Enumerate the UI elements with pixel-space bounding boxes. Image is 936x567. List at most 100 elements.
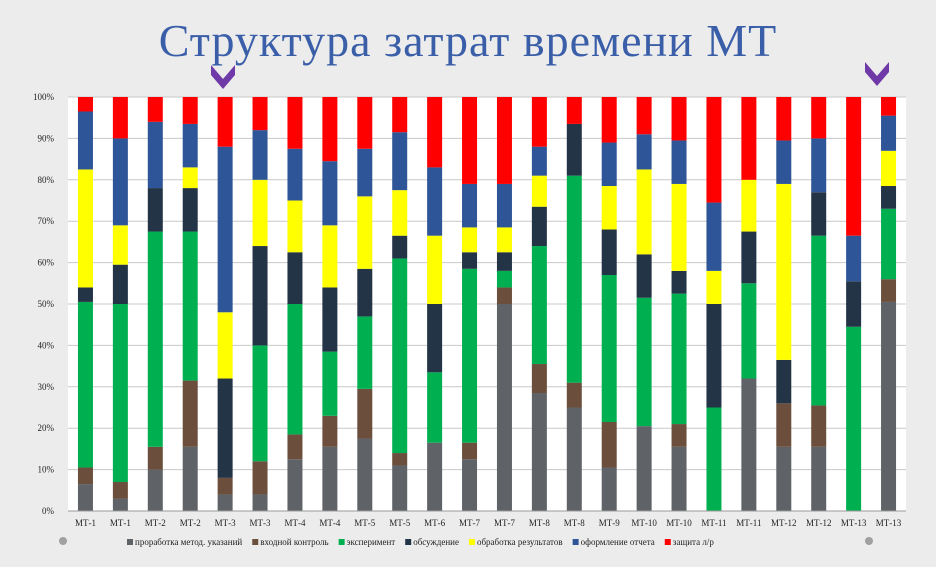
bar-segment [496, 252, 512, 271]
bar-segment [287, 97, 303, 149]
bar-segment [531, 206, 547, 247]
bar-segment [357, 148, 373, 197]
bar-segment [741, 283, 757, 379]
legend-entry: проработка метод. указаний [135, 537, 242, 547]
y-tick-label: 80% [38, 175, 55, 185]
x-tick-label: МТ-4 [284, 518, 305, 528]
bar-segment [112, 482, 128, 499]
bar-segment [496, 270, 512, 288]
bar-segment [287, 459, 303, 511]
bar-segment [357, 388, 373, 439]
legend-swatch [664, 539, 671, 545]
bar-segment [776, 140, 792, 184]
bar-segment [252, 461, 268, 495]
bar-segment [881, 97, 897, 116]
bar-segment [112, 498, 128, 511]
bar-segment [252, 345, 268, 462]
bar-segment [217, 312, 233, 379]
bar-segment [636, 134, 652, 170]
bar-segment [462, 459, 478, 511]
x-tick-label: МТ-1 [75, 518, 96, 528]
bar-segment [531, 146, 547, 176]
x-tick-label: МТ-1 [110, 518, 131, 528]
bar-segment [392, 465, 408, 511]
bar-segment [427, 235, 443, 304]
bar-segment [531, 364, 547, 394]
bar-segment [706, 407, 722, 511]
bar-segment [671, 446, 687, 511]
bar-segment [566, 407, 582, 511]
bar-segment [77, 97, 93, 112]
legend-entry: оформление отчета [581, 537, 655, 547]
x-tick-label: МТ-11 [736, 518, 761, 528]
bar-segment [427, 304, 443, 373]
y-tick-label: 40% [38, 340, 55, 350]
bar-segment [881, 186, 897, 209]
bar-segment [741, 378, 757, 511]
x-tick-label: МТ-2 [145, 518, 166, 528]
bar-segment [182, 188, 198, 232]
bar-segment [811, 138, 827, 193]
bar-segment [776, 359, 792, 404]
bar-segment [636, 169, 652, 255]
y-tick-label: 20% [38, 423, 55, 433]
bar-segment [322, 225, 338, 288]
legend-entry: эксперимент [347, 537, 396, 547]
bar-segment [252, 246, 268, 346]
bar-segment [881, 301, 897, 511]
chevron-down-icon [211, 65, 235, 89]
bar-segment [287, 252, 303, 304]
bar-segment [217, 97, 233, 147]
bar-segment [496, 287, 512, 304]
x-tick-label: МТ-5 [389, 518, 410, 528]
bar-segment [671, 140, 687, 184]
bar-segment [531, 393, 547, 511]
x-tick-label: МТ-3 [250, 518, 271, 528]
bar-segment [811, 97, 827, 139]
bar-segment [462, 252, 478, 269]
bar-segment [462, 442, 478, 460]
slide-title: Структура затрат времени МТ [158, 15, 778, 66]
bar-segment [601, 275, 617, 422]
bar-segment [147, 188, 163, 232]
bar-segment [182, 123, 198, 168]
bar-segment [252, 494, 268, 511]
bar-segment [182, 231, 198, 381]
x-tick-label: МТ-2 [180, 518, 201, 528]
legend-swatch [252, 539, 259, 545]
bar-segment [252, 130, 268, 180]
bar-segment [112, 138, 128, 226]
bar-segment [496, 97, 512, 184]
legend-swatch [572, 539, 579, 545]
bar-segment [706, 202, 722, 271]
legend-swatch [338, 539, 345, 545]
bar-segment [217, 494, 233, 511]
bar-segment [496, 183, 512, 228]
bar-segment [287, 200, 303, 253]
bar-segment [636, 426, 652, 511]
x-tick-label: МТ-10 [631, 518, 657, 528]
bar-segment [601, 467, 617, 511]
bar-segment [112, 264, 128, 304]
bar-segment [741, 97, 757, 180]
x-tick-label: МТ-4 [319, 518, 340, 528]
x-tick-label: МТ-13 [876, 518, 902, 528]
bar-segment [392, 235, 408, 259]
bar-segment [601, 421, 617, 468]
bar-segment [77, 111, 93, 170]
bar-segment [462, 97, 478, 184]
bar-segment [881, 279, 897, 302]
bullet-dot-icon [865, 537, 873, 545]
y-tick-label: 60% [38, 258, 55, 268]
legend-swatch [405, 539, 412, 545]
x-tick-label: МТ-13 [841, 518, 867, 528]
bar-segment [566, 382, 582, 408]
bar-segment [287, 434, 303, 460]
y-tick-label: 100% [33, 92, 55, 102]
bar-segment [392, 453, 408, 466]
bar-segment [112, 225, 128, 265]
legend-entry: обработка результатов [477, 537, 563, 547]
bar-segment [846, 235, 862, 282]
y-tick-label: 90% [38, 133, 55, 143]
